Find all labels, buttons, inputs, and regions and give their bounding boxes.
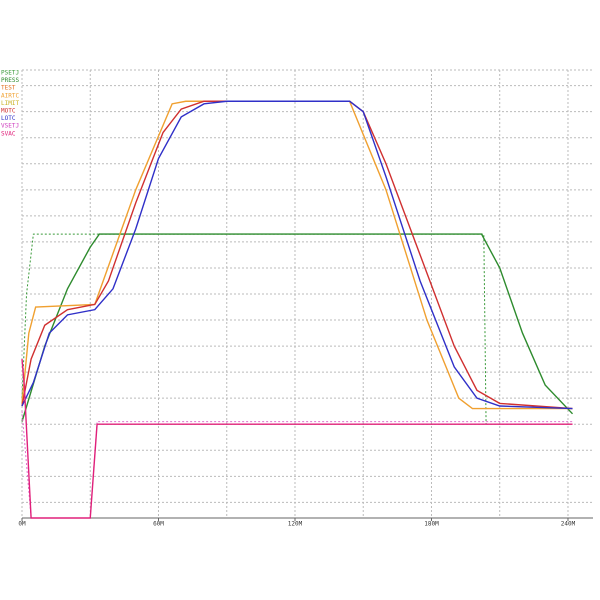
legend-label: AIRTC xyxy=(1,92,19,99)
series-line xyxy=(21,233,487,425)
x-tick-label: 120M xyxy=(288,521,303,528)
legend-label: VSETJ xyxy=(1,123,19,130)
legend-label: LOTC xyxy=(1,115,16,122)
legend-label: SVAC xyxy=(1,130,16,137)
series-line xyxy=(21,100,573,410)
series-line xyxy=(21,100,573,410)
x-tick-label: 0M xyxy=(18,521,26,528)
legend-label: PRESS xyxy=(1,77,19,84)
x-tick-label: 240M xyxy=(561,521,576,528)
series-line xyxy=(21,359,573,519)
x-tick-label: 180M xyxy=(424,521,439,528)
legend-label: MOTC xyxy=(1,108,16,115)
legend-label: PSETJ xyxy=(1,70,19,77)
legend-label: LIMIT xyxy=(1,100,19,107)
series-line xyxy=(21,411,573,519)
series-line xyxy=(21,100,573,410)
x-tick-label: 60M xyxy=(153,521,164,528)
series-line xyxy=(21,233,574,422)
legend-label: TEST xyxy=(1,85,16,92)
